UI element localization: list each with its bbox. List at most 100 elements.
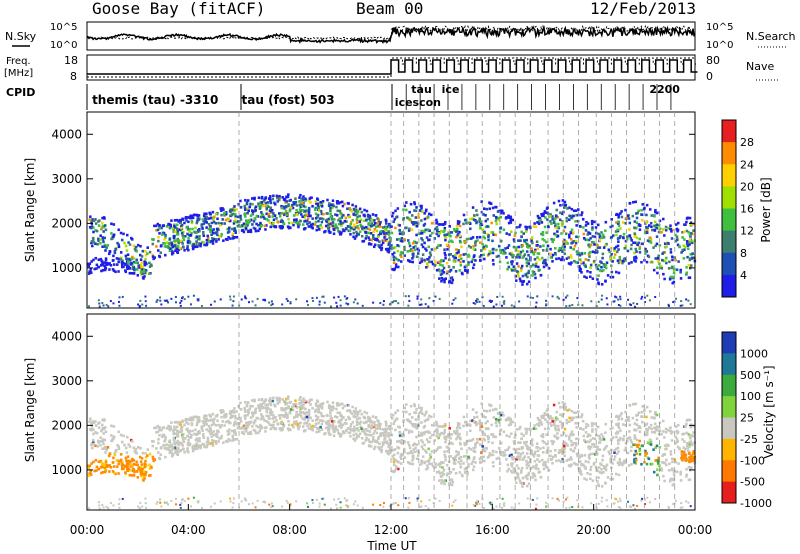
power-echo-point — [475, 301, 478, 304]
velocity-echo-point — [272, 396, 275, 400]
velocity-echo-point — [384, 449, 388, 453]
power-echo-point — [400, 239, 404, 243]
power-echo-point — [217, 238, 220, 241]
velocity-echo-point — [105, 465, 108, 469]
power-echo-point — [610, 218, 613, 221]
velocity-echo-point — [276, 422, 280, 426]
power-echo-point — [348, 215, 351, 219]
power-echo-point — [229, 298, 232, 301]
velocity-echo-point — [298, 405, 302, 409]
velocity-echo-point — [675, 437, 679, 441]
power-echo-point — [262, 199, 265, 203]
power-echo-point — [423, 222, 427, 226]
velocity-echo-point — [87, 466, 91, 470]
velocity-echo-point — [610, 454, 613, 458]
power-echo-point — [205, 221, 209, 224]
power-echo-point — [395, 238, 399, 241]
power-echo-point — [409, 248, 413, 251]
velocity-echo-point — [531, 476, 534, 479]
power-echo-point — [394, 256, 397, 260]
velocity-echo-point — [158, 428, 161, 432]
power-echo-point — [590, 219, 594, 223]
velocity-echo-point — [489, 404, 493, 408]
power-echo-point — [616, 237, 620, 240]
power-echo-point — [255, 214, 258, 218]
velocity-echo-point — [491, 450, 495, 453]
power-echo-point — [588, 245, 591, 249]
power-echo-point — [320, 212, 324, 216]
velocity-echo-point — [94, 424, 98, 427]
power-echo-point — [264, 197, 267, 200]
power-echo-point — [572, 214, 575, 218]
velocity-echo-point — [108, 470, 111, 473]
power-echo-point — [442, 271, 446, 274]
power-echo-point — [458, 234, 462, 238]
velocity-echo-point — [286, 414, 289, 417]
power-echo-point — [237, 223, 241, 227]
velocity-echo-point — [611, 462, 614, 465]
velocity-echo-point — [288, 411, 292, 415]
power-echo-point — [688, 238, 692, 242]
power-echo-point — [601, 252, 605, 256]
power-echo-point — [242, 230, 246, 234]
power-echo-point — [561, 212, 564, 216]
power-echo-point — [598, 246, 602, 249]
power-echo-point — [615, 245, 618, 249]
power-echo-point — [644, 252, 647, 255]
power-echo-point — [205, 215, 209, 219]
power-echo-point — [297, 222, 300, 226]
velocity-echo-point — [405, 410, 408, 414]
power-echo-point — [233, 229, 236, 232]
velocity-echo-point — [573, 461, 576, 465]
velocity-echo-point — [460, 447, 463, 451]
velocity-echo-point — [425, 410, 428, 414]
power-echo-point — [671, 266, 674, 269]
power-echo-point — [316, 197, 319, 200]
velocity-echo-point — [132, 459, 136, 462]
power-echo-point — [408, 217, 411, 221]
power-echo-point — [534, 262, 538, 266]
power-echo-point — [311, 297, 314, 300]
power-echo-point — [141, 268, 144, 271]
velocity-echo-point — [626, 416, 630, 420]
velocity-echo-point — [577, 437, 580, 441]
power-colorbar-frame — [721, 119, 737, 298]
velocity-echo-point — [320, 422, 324, 426]
velocity-echo-point — [649, 443, 653, 446]
velocity-echo-point — [307, 408, 311, 412]
power-echo-point — [378, 225, 382, 229]
cpid-entry: 200 — [657, 83, 680, 96]
power-echo-point — [554, 247, 557, 250]
velocity-echo-point — [372, 432, 375, 436]
velocity-echo-point — [425, 438, 429, 441]
velocity-echo-point — [182, 438, 185, 441]
power-echo-point — [373, 227, 377, 231]
power-echo-point — [491, 231, 495, 234]
power-echo-point — [587, 238, 591, 242]
velocity-echo-point — [635, 443, 639, 447]
velocity-echo-point — [146, 448, 149, 451]
velocity-echo-point — [584, 465, 587, 469]
velocity-echo-point — [365, 411, 369, 415]
power-echo-point — [270, 221, 274, 225]
velocity-echo-point — [557, 401, 561, 405]
power-echo-point — [612, 256, 616, 259]
power-ytick-label: 1000 — [51, 261, 82, 275]
velocity-echo-point — [474, 446, 477, 449]
velocity-echo-point — [619, 429, 622, 432]
power-echo-point — [601, 294, 604, 297]
velocity-echo-point — [279, 422, 283, 425]
velocity-echo-point — [398, 431, 402, 434]
power-echo-point — [408, 227, 411, 231]
velocity-echo-point — [113, 453, 117, 457]
velocity-echo-point — [502, 413, 505, 417]
velocity-echo-point — [191, 429, 194, 433]
power-echo-point — [118, 296, 121, 299]
velocity-echo-point — [685, 419, 689, 422]
power-echo-point — [455, 224, 459, 228]
velocity-echo-point — [616, 424, 620, 427]
velocity-echo-point — [598, 448, 602, 451]
velocity-echo-point — [120, 458, 123, 462]
power-echo-point — [139, 258, 143, 261]
velocity-echo-point — [175, 420, 179, 424]
